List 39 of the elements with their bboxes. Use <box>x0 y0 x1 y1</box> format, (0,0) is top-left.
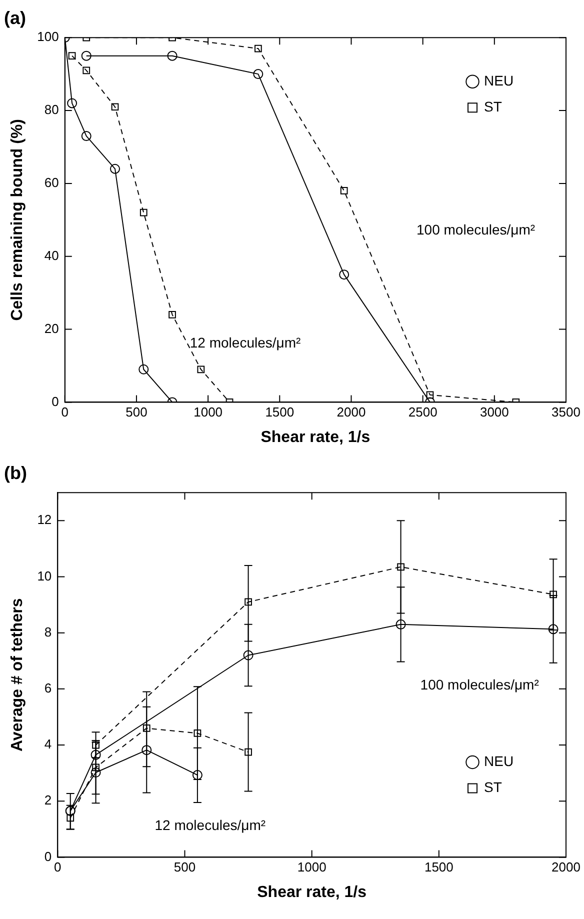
x-tick-label: 1000 <box>194 404 223 420</box>
x-tick-label: 500 <box>126 404 148 420</box>
x-tick-label: 2500 <box>408 404 438 420</box>
y-tick-label: 40 <box>44 248 59 263</box>
x-tick-label: 0 <box>61 404 69 420</box>
x-axis-title: Shear rate, 1/s <box>257 884 367 901</box>
y-tick-label: 60 <box>44 175 59 190</box>
annotation: 100 molecules/μm² <box>420 676 540 693</box>
x-tick-label: 2000 <box>552 860 580 875</box>
y-tick-label: 8 <box>44 624 52 640</box>
annotation: 100 molecules/μm² <box>416 222 536 238</box>
x-tick-label: 500 <box>174 860 196 875</box>
x-tick-label: 2000 <box>336 404 366 420</box>
x-tick-label: 1500 <box>424 860 454 875</box>
chart-title: (a) <box>4 8 26 28</box>
x-tick-label: 1000 <box>297 860 326 875</box>
x-tick-label: 1500 <box>265 404 294 420</box>
annotation: 12 molecules/μm² <box>190 334 302 351</box>
x-axis-title: Shear rate, 1/s <box>260 428 370 446</box>
x-tick-label: 3000 <box>480 404 509 420</box>
y-tick-label: 0 <box>52 394 59 409</box>
chart-title: (b) <box>4 462 27 483</box>
y-tick-label: 0 <box>44 848 52 864</box>
y-tick-label: 80 <box>44 102 59 118</box>
x-tick-label: 3500 <box>552 404 580 420</box>
legend-label: ST <box>484 779 502 796</box>
y-tick-label: 4 <box>44 736 52 752</box>
legend-label: NEU <box>484 753 514 770</box>
y-tick-label: 2 <box>44 792 52 808</box>
y-tick-label: 12 <box>37 512 52 528</box>
annotation: 12 molecules/μm² <box>154 817 266 834</box>
y-tick-label: 20 <box>44 320 59 336</box>
y-axis-title: Average # of tethers <box>9 598 26 752</box>
legend-label: NEU <box>484 72 514 88</box>
y-tick-label: 6 <box>44 680 52 696</box>
y-axis-title: Cells remaining bound (%) <box>9 119 26 321</box>
y-tick-label: 100 <box>37 29 59 44</box>
legend-label: ST <box>484 98 502 114</box>
y-tick-label: 10 <box>37 568 52 584</box>
